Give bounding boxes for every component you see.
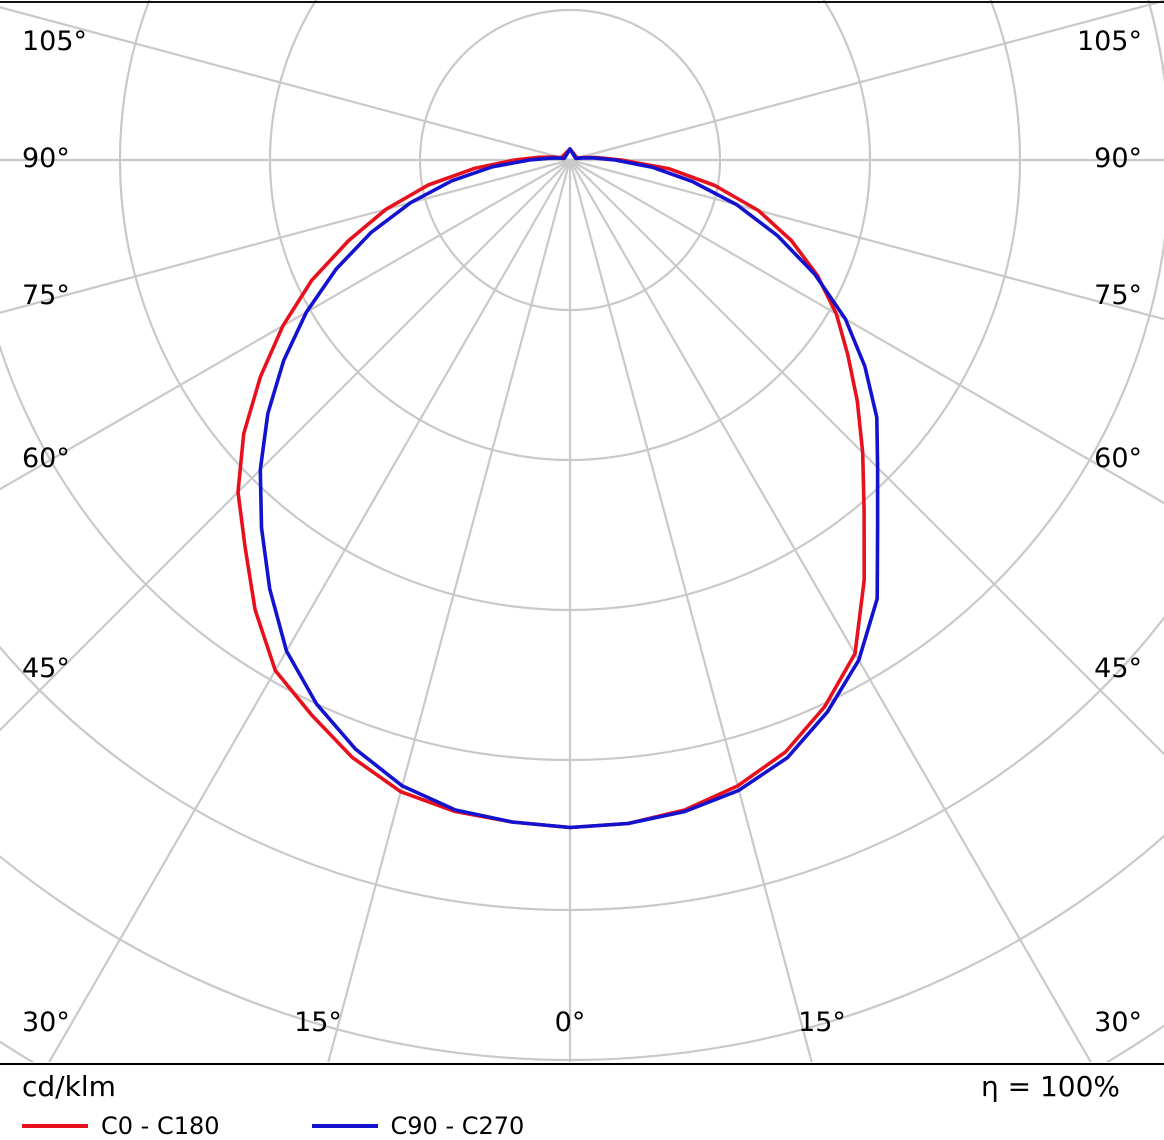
legend-swatch-c0-c180 xyxy=(22,1124,88,1128)
svg-text:60°: 60° xyxy=(22,443,70,474)
legend-header-row: cd/klm η = 100% xyxy=(0,1065,1164,1103)
svg-text:75°: 75° xyxy=(1094,280,1142,311)
c90-c270-curve xyxy=(258,147,880,830)
svg-text:105°: 105° xyxy=(22,26,87,57)
svg-text:105°: 105° xyxy=(1077,26,1142,57)
legend-item-c90-c270: C90 - C270 xyxy=(311,1112,525,1140)
svg-text:60°: 60° xyxy=(1094,443,1142,474)
legend-series-row: C0 - C180 C90 - C270 xyxy=(0,1103,1164,1140)
svg-text:45°: 45° xyxy=(22,653,70,684)
units-label: cd/klm xyxy=(22,1070,116,1103)
legend-label-c90-c270: C90 - C270 xyxy=(390,1112,525,1140)
legend-label-c0-c180: C0 - C180 xyxy=(101,1112,220,1140)
legend: cd/klm η = 100% C0 - C180 C90 - C270 xyxy=(0,1063,1164,1140)
svg-text:75°: 75° xyxy=(22,280,70,311)
svg-text:0°: 0° xyxy=(555,1007,586,1038)
svg-text:30°: 30° xyxy=(22,1007,70,1038)
svg-text:15°: 15° xyxy=(798,1007,846,1038)
legend-swatch-c90-c270 xyxy=(311,1124,378,1128)
svg-text:15°: 15° xyxy=(294,1007,342,1038)
svg-text:45°: 45° xyxy=(1094,653,1142,684)
svg-text:90°: 90° xyxy=(22,143,70,174)
angle-labels: 105° 90° 75° 60° 45° 30° 105° 90° 75° 60° 45° 30° 15… xyxy=(22,26,1142,1038)
intensity-curves xyxy=(236,147,880,830)
efficiency-label: η = 100% xyxy=(980,1070,1120,1103)
svg-text:90°: 90° xyxy=(1094,143,1142,174)
svg-text:30°: 30° xyxy=(1094,1007,1142,1038)
legend-item-c0-c180: C0 - C180 xyxy=(22,1112,220,1140)
